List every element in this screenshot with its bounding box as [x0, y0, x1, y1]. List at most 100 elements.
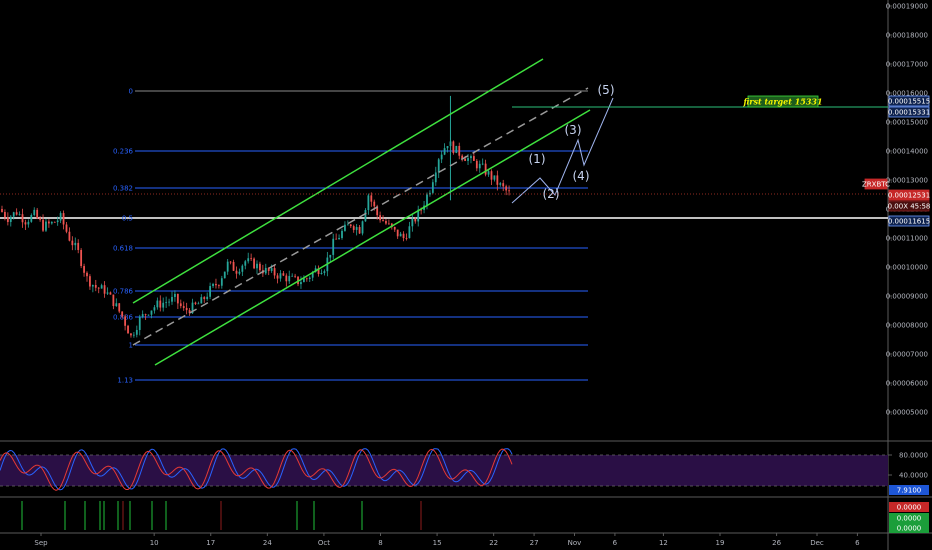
signal-value-tag: [889, 523, 929, 533]
candle-body: [147, 314, 150, 316]
candle-body: [499, 183, 502, 185]
price-tick-label: 0.00013000: [886, 177, 928, 185]
candle-body: [332, 238, 335, 255]
candle-body: [408, 226, 411, 239]
candle-body: [490, 171, 493, 180]
price-tag-label: 0.00015331: [888, 109, 930, 117]
fib-level-label: 0.236: [113, 148, 134, 156]
candle-body: [185, 307, 188, 311]
candle-body: [355, 227, 358, 230]
candle-body: [390, 223, 393, 227]
candle-body: [431, 182, 434, 193]
candle-body: [308, 277, 311, 279]
time-tick-label: Nov: [568, 539, 582, 547]
price-tick-label: 0.00005000: [886, 409, 928, 417]
candle-body: [188, 310, 191, 314]
candle-body: [493, 175, 496, 180]
candle-body: [62, 213, 65, 225]
fib-level-label: 0.382: [113, 185, 133, 193]
candle-body: [405, 238, 408, 239]
channel-lower-line[interactable]: [154, 109, 591, 366]
price-tag-box: [888, 189, 930, 201]
price-tag-label: 0.00012531: [888, 192, 930, 200]
candle-body: [68, 231, 71, 241]
candle-body: [45, 221, 47, 231]
candle-body: [176, 293, 179, 304]
signal-value-label: 0.0000: [897, 515, 922, 523]
price-tag-label: ZRXBTC: [862, 181, 890, 189]
candle-body: [323, 271, 326, 274]
candle-body: [437, 159, 440, 173]
candle-body: [171, 296, 173, 302]
candle-body: [443, 148, 446, 155]
price-tag-box: [888, 106, 930, 118]
candle-body: [382, 220, 384, 222]
candle-body: [112, 294, 115, 307]
candle-body: [121, 311, 124, 317]
candle-body: [71, 240, 74, 246]
fib-level-label: 1.13: [117, 377, 133, 385]
candle-body: [235, 270, 238, 274]
price-tick-label: 0.00017000: [886, 61, 928, 69]
stochastic-tick-label: 40.0000: [899, 472, 928, 480]
candle-body: [376, 206, 379, 216]
time-tick-label: 24: [263, 539, 272, 547]
candle-body: [132, 334, 135, 336]
candle-body: [487, 171, 490, 175]
candle-body: [89, 276, 91, 287]
candle-body: [396, 229, 399, 237]
candle-body: [226, 261, 229, 272]
signal-pane[interactable]: 0.0000 0.0000 0.0000: [21, 501, 929, 533]
candle-body: [130, 333, 132, 336]
stochastic-tick-label: 80.0000: [899, 452, 928, 460]
candle-body: [124, 316, 127, 326]
candle-body: [446, 146, 449, 149]
stochastic-d-line: [0, 448, 513, 491]
drawings[interactable]: first target 15331: [132, 58, 888, 366]
candle-body: [508, 190, 510, 192]
time-tick-label: 19: [716, 539, 725, 547]
channel-upper-line[interactable]: [132, 58, 544, 304]
candle-body: [344, 224, 346, 231]
elliott-wave-path[interactable]: [511, 97, 614, 204]
price-tag-box: [888, 200, 930, 212]
candle-body: [232, 261, 235, 271]
candle-body: [138, 316, 141, 330]
candle-body: [165, 302, 168, 304]
candle-body: [349, 224, 352, 227]
candle-body: [481, 163, 484, 165]
candle-body: [505, 186, 508, 191]
candle-body: [285, 275, 288, 282]
candle-body: [464, 158, 467, 161]
candle-body: [15, 212, 18, 215]
fibonacci-retracement[interactable]: 0 0.236 0.382 0.5 0.618 0.786 0.886 1 1.13: [0, 88, 888, 385]
signal-value-label: 0.0000: [897, 504, 922, 512]
candle-body: [305, 278, 308, 280]
candle-body: [317, 268, 320, 275]
candle-body: [27, 221, 30, 225]
candle-body: [294, 275, 297, 277]
candle-body: [502, 183, 505, 187]
candle-body: [461, 155, 464, 159]
candle-body: [291, 275, 294, 277]
candle-body: [302, 278, 305, 283]
fib-level-label: 0.786: [113, 288, 134, 296]
fib-level-label: 0.886: [113, 314, 134, 322]
candle-body: [470, 156, 472, 159]
candle-body: [300, 282, 302, 285]
candle-body: [159, 300, 162, 308]
candle-body: [223, 271, 226, 279]
candle-body: [399, 233, 402, 237]
candle-body: [311, 272, 314, 278]
candle-body: [115, 303, 118, 307]
candle-body: [97, 287, 100, 289]
time-tick-label: 22: [489, 539, 498, 547]
time-axis[interactable]: Sep 10 17 24 Oct 8 15 22 27 Nov 6 12 19 26 Dec 6: [34, 533, 860, 547]
candle-body: [42, 219, 44, 231]
wave-label: (3): [565, 123, 582, 137]
stochastic-pane[interactable]: 80.0000 40.0000 7.9100: [0, 448, 929, 495]
channel-median-line[interactable]: [132, 87, 589, 346]
candle-body: [118, 303, 121, 312]
target-label-box: [747, 95, 819, 108]
